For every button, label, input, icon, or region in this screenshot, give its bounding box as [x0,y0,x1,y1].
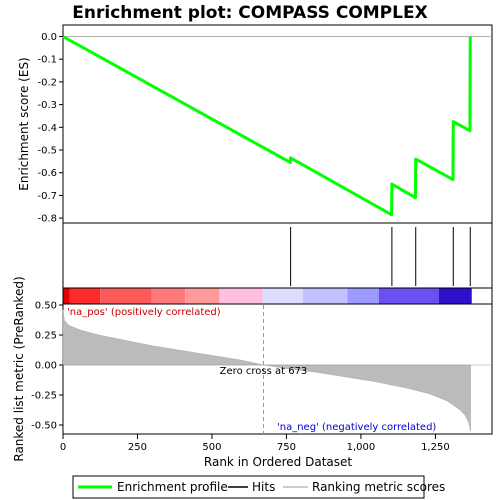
legend: Enrichment profile Hits Ranking metric s… [72,475,445,499]
bottom-y-axis-label: Ranked list metric (PreRanked) [12,276,26,461]
top-y-tick-label: -0.3 [37,100,57,111]
legend-enrichment-label: Enrichment profile [117,480,228,494]
top-y-axis-label: Enrichment score (ES) [17,57,31,190]
ranking-heat-bar [62,287,493,305]
top-y-ticks: 0.0 -0.1 -0.2 -0.3 -0.4 -0.5 -0.6 -0.7 -0.8 [37,32,63,225]
top-y-tick-label: -0.1 [37,55,57,66]
x-ticks: 0 250 500 750 1,000 1,250 [60,434,450,453]
x-tick-label: 0 [60,442,66,453]
ranking-metric-area [62,309,492,432]
negative-correlation-label: 'na_neg' (negatively correlated) [277,422,436,433]
heat-band [262,288,303,304]
x-tick-label: 1,000 [347,442,376,453]
legend-metric-label: Ranking metric scores [312,480,445,494]
ranked-metric-panel: Zero cross at 673 'na_pos' (positively c… [12,276,493,469]
heat-band [219,288,263,304]
enrichment-profile-series [62,35,472,217]
bottom-y-tick-label: 0.50 [35,301,57,312]
x-tick-label: 1,250 [421,442,450,453]
bottom-y-tick-label: 0.25 [35,331,57,342]
heat-band [347,288,379,304]
top-y-tick-label: -0.4 [37,123,57,134]
chart-title: Enrichment plot: COMPASS COMPLEX [72,3,427,23]
legend-hits-label: Hits [252,480,275,494]
heat-band [69,288,101,304]
top-y-tick-label: -0.2 [37,77,57,88]
heat-band [151,288,186,304]
top-y-tick-label: -0.6 [37,168,57,179]
bottom-y-tick-label: 0.00 [35,361,57,372]
top-y-tick-label: -0.7 [37,191,57,202]
heat-bands [63,288,472,304]
x-tick-label: 500 [202,442,221,453]
x-tick-label: 750 [277,442,296,453]
heat-band [378,288,439,304]
legend-frame [72,475,425,499]
heat-band [185,288,220,304]
top-panel-frame [62,24,493,224]
heat-band [302,288,348,304]
bottom-y-tick-label: -0.50 [31,421,57,432]
zero-cross-label: Zero cross at 673 [220,366,308,377]
positive-correlation-label: 'na_pos' (positively correlated) [67,307,221,318]
x-axis-label: Rank in Ordered Dataset [204,455,352,469]
heat-band [63,288,70,304]
heat-band [438,288,472,304]
top-y-tick-label: -0.5 [37,146,57,157]
bottom-y-tick-label: -0.25 [31,391,57,402]
hits-panel-frame [62,222,493,289]
bottom-y-ticks: 0.50 0.25 0.00 -0.25 -0.50 [31,301,63,432]
enrichment-profile-line [62,35,472,217]
top-y-tick-label: 0.0 [41,32,57,43]
heat-band [100,288,152,304]
enrichment-score-panel: 0.0 -0.1 -0.2 -0.3 -0.4 -0.5 -0.6 -0.7 -0.8 Enri… [17,24,493,225]
ranking-metric-fill [62,309,471,432]
x-tick-label: 250 [128,442,147,453]
hits-panel [62,222,493,289]
top-y-tick-label: -0.8 [37,214,57,225]
hit-markers [290,227,471,286]
